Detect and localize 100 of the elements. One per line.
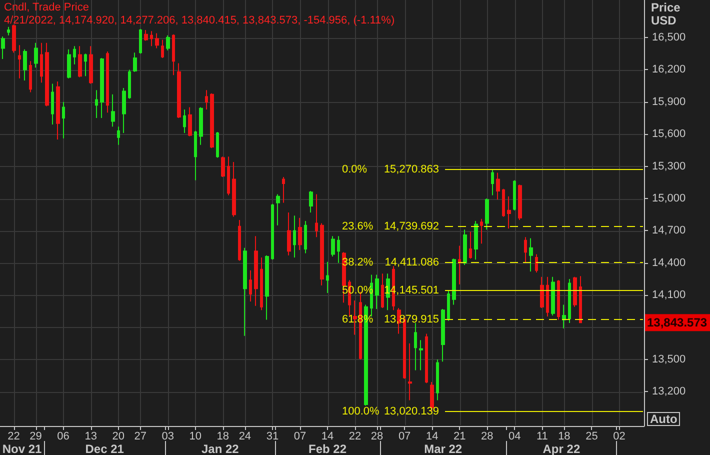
candlestick: [18, 44, 21, 79]
candlestick: [293, 215, 296, 258]
candlestick: [221, 156, 225, 178]
candlestick: [282, 176, 285, 204]
candlestick: [375, 274, 379, 310]
candlestick: [111, 94, 115, 128]
candlestick: [276, 194, 280, 226]
candlestick: [56, 81, 60, 140]
candlestick: [502, 188, 505, 218]
candlestick: [7, 26, 10, 36]
candlestick: [194, 130, 197, 181]
candlestick: [216, 131, 219, 158]
x-tick-label: 18: [216, 430, 230, 442]
candlestick: [183, 108, 186, 134]
candlestick: [260, 257, 263, 311]
candlestick: [265, 254, 269, 320]
candlestick: [331, 236, 335, 257]
candlestick: [166, 34, 170, 51]
text: Nov 21: [2, 442, 42, 455]
x-tick-label: 11: [536, 430, 548, 442]
y-tick-label: 15,900: [652, 96, 686, 108]
candlestick: [1, 36, 5, 60]
x-tick-label: 28: [481, 430, 494, 442]
candlestick: [155, 32, 159, 49]
candlestick: [139, 28, 142, 54]
candlestick: [469, 231, 472, 260]
candlestick: [45, 42, 49, 107]
candlestick: [579, 276, 582, 324]
y-tick-label: 14,100: [652, 289, 686, 302]
y-tick-label: 16,500: [652, 32, 686, 44]
x-tick-label: 07: [398, 430, 411, 442]
candlestick: [304, 220, 307, 254]
candlestick: [122, 87, 126, 134]
y-tick-label: 16,200: [652, 64, 686, 76]
candlestick: [133, 52, 137, 72]
candlestick: [507, 196, 511, 230]
candlestick: [551, 276, 555, 316]
x-tick-label: 27: [134, 430, 146, 442]
candlestick: [309, 190, 313, 213]
candlestick: [463, 229, 467, 266]
text: Dec 21: [85, 442, 124, 455]
x-tick-label: 22: [348, 430, 362, 442]
candlestick: [150, 30, 153, 47]
candlestick: [529, 238, 533, 272]
candlestick: [232, 162, 236, 218]
candlestick: [144, 30, 148, 42]
x-tick-label: 31: [266, 430, 279, 442]
text: 4/21/2022, 14,174.920, 14,277.206, 13,840.415, 13,843.573, -154.956, (-1.11%): [4, 14, 395, 26]
candlestick: [496, 172, 500, 200]
candlestick: [557, 280, 560, 320]
candlestick: [249, 270, 252, 302]
x-tick-label: 06: [57, 430, 70, 442]
candlestick: [315, 194, 318, 238]
candlestick: [535, 254, 538, 274]
candlestick: [29, 60, 32, 93]
candlestick: [425, 333, 428, 384]
candlestick: [227, 156, 230, 196]
candlestick: [95, 90, 98, 119]
ref-line-label: 100.0% 13,020.139: [342, 406, 439, 418]
x-tick-label: 14: [426, 430, 438, 442]
x-tick-label: 07: [294, 430, 306, 442]
y-tick-label: 15,300: [652, 160, 686, 172]
candlestick: [441, 308, 445, 362]
x-tick-label: 10: [189, 430, 202, 442]
text: Jan 22: [201, 442, 240, 455]
x-tick-label: 25: [586, 430, 598, 442]
x-tick-label: 28: [370, 430, 384, 442]
candlestick: [23, 48, 27, 81]
candlestick: [414, 322, 417, 371]
candlestick: [568, 278, 571, 324]
candlestick: [524, 236, 527, 264]
candlestick: [40, 42, 43, 84]
y-tick-label: 14,400: [652, 256, 686, 269]
candlestick: [381, 273, 384, 308]
candlestick: [337, 236, 340, 264]
candlestick: [474, 220, 478, 260]
candlestick: [243, 247, 247, 336]
candlestick: [326, 261, 329, 294]
candlestick: [254, 236, 258, 306]
candlestick: [485, 198, 489, 230]
y-tick-label: 13,200: [652, 386, 686, 398]
candlestick: [562, 304, 566, 329]
x-tick-label: 04: [508, 430, 521, 442]
candlestick: [447, 290, 450, 322]
candlestick: [117, 126, 120, 146]
x-tick-label: 13: [84, 430, 97, 442]
candlestick: [419, 340, 423, 371]
candlestick: [210, 92, 214, 149]
candlestick: [436, 358, 439, 401]
y-tick-label: 15,600: [652, 128, 686, 140]
candlestick: [320, 222, 324, 286]
x-tick-label: 03: [162, 430, 174, 442]
candlestick: [106, 51, 109, 114]
candlestick: [546, 276, 549, 318]
candlestick: [271, 203, 274, 260]
candlestick: [188, 106, 192, 137]
y-tick-label: 13,500: [652, 353, 686, 366]
candlestick: [34, 42, 38, 68]
candlestick: [458, 245, 461, 285]
x-tick-label: 20: [112, 430, 124, 442]
